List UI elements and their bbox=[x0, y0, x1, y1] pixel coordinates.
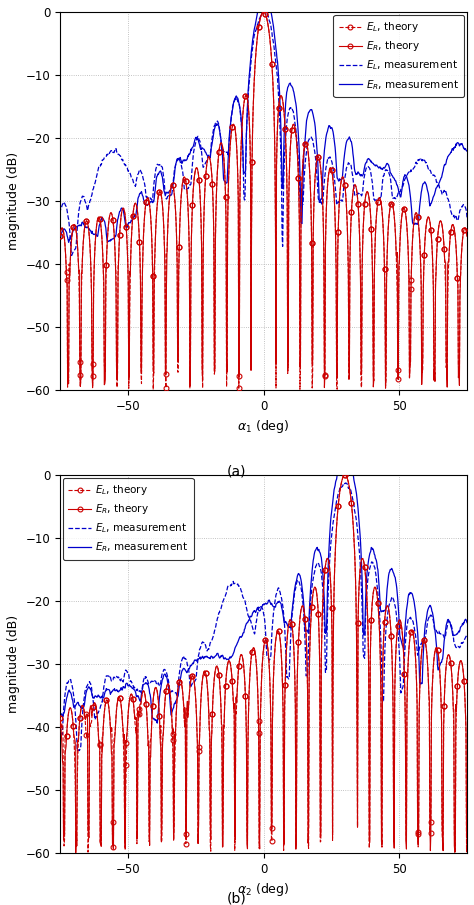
$E_R$, measurement bbox=[409, 204, 414, 214]
$E_R$, theory bbox=[367, 837, 373, 848]
$E_R$, measurement bbox=[82, 695, 88, 706]
Line: $E_R$, theory: $E_R$, theory bbox=[57, 10, 469, 391]
$E_R$, theory bbox=[57, 712, 63, 723]
$E_R$, measurement bbox=[82, 222, 88, 233]
$E_L$, measurement bbox=[409, 615, 414, 626]
X-axis label: $\alpha_2$ (deg): $\alpha_2$ (deg) bbox=[237, 881, 290, 898]
$E_L$, theory bbox=[57, 231, 63, 242]
$E_L$, theory bbox=[305, 687, 310, 698]
Y-axis label: magnitude (dB): magnitude (dB) bbox=[7, 152, 20, 250]
$E_L$, measurement bbox=[294, 576, 300, 587]
$E_L$, theory bbox=[57, 712, 63, 723]
Text: (b): (b) bbox=[227, 891, 247, 905]
$E_L$, measurement bbox=[69, 250, 74, 261]
Line: $E_L$, measurement: $E_L$, measurement bbox=[60, 483, 467, 751]
$E_L$, measurement bbox=[57, 208, 63, 219]
$E_L$, measurement bbox=[367, 563, 373, 574]
$E_R$, theory bbox=[305, 687, 310, 698]
$E_R$, theory bbox=[57, 231, 63, 242]
$E_L$, measurement bbox=[367, 163, 373, 174]
$E_L$, theory bbox=[409, 625, 414, 636]
Line: $E_R$, measurement: $E_R$, measurement bbox=[60, 12, 467, 243]
$E_R$, measurement bbox=[305, 625, 310, 636]
$E_L$, measurement bbox=[318, 195, 323, 206]
$E_R$, theory bbox=[82, 220, 88, 231]
Line: $E_L$, theory: $E_L$, theory bbox=[57, 472, 469, 854]
$E_L$, measurement bbox=[82, 684, 88, 695]
$E_R$, theory bbox=[342, 470, 347, 481]
Y-axis label: magnitude (dB): magnitude (dB) bbox=[7, 614, 20, 713]
$E_R$, measurement bbox=[409, 587, 414, 598]
$E_R$, measurement bbox=[464, 617, 470, 628]
$E_R$, measurement bbox=[155, 718, 160, 729]
$E_L$, theory bbox=[294, 693, 300, 704]
$E_L$, theory bbox=[367, 832, 373, 843]
$E_L$, theory bbox=[82, 220, 88, 231]
$E_R$, measurement bbox=[57, 711, 63, 722]
$E_R$, measurement bbox=[57, 236, 63, 247]
$E_L$, theory bbox=[85, 847, 91, 858]
$E_R$, measurement bbox=[335, 470, 340, 481]
$E_L$, measurement bbox=[317, 561, 323, 572]
$E_L$, measurement bbox=[260, 6, 266, 17]
$E_R$, measurement bbox=[66, 237, 72, 248]
$E_R$, measurement bbox=[305, 109, 311, 119]
$E_R$, measurement bbox=[294, 573, 300, 584]
$E_L$, measurement bbox=[409, 166, 414, 176]
$E_L$, measurement bbox=[464, 629, 470, 640]
$E_R$, measurement bbox=[255, 6, 261, 17]
$E_L$, theory bbox=[342, 470, 347, 481]
$E_R$, measurement bbox=[367, 548, 373, 559]
$E_L$, theory bbox=[294, 148, 300, 159]
$E_R$, theory bbox=[409, 625, 414, 636]
Line: $E_L$, measurement: $E_L$, measurement bbox=[60, 12, 467, 255]
$E_R$, theory bbox=[305, 143, 310, 154]
$E_R$, theory bbox=[317, 156, 323, 167]
$E_L$, theory bbox=[260, 6, 266, 17]
$E_L$, measurement bbox=[305, 136, 311, 147]
$E_L$, theory bbox=[318, 159, 323, 170]
$E_R$, measurement bbox=[294, 115, 300, 126]
$E_L$, theory bbox=[150, 384, 156, 395]
$E_R$, theory bbox=[366, 195, 372, 205]
$E_R$, measurement bbox=[318, 195, 323, 206]
$E_L$, theory bbox=[317, 666, 323, 677]
$E_R$, theory bbox=[294, 140, 300, 151]
$E_R$, theory bbox=[317, 666, 323, 677]
$E_R$, theory bbox=[464, 231, 470, 242]
$E_L$, theory bbox=[305, 147, 311, 157]
Line: $E_R$, measurement: $E_R$, measurement bbox=[60, 475, 467, 723]
$E_R$, measurement bbox=[317, 547, 323, 557]
Line: $E_R$, theory: $E_R$, theory bbox=[57, 472, 469, 855]
Legend: $E_L$, theory, $E_R$, theory, $E_L$, measurement, $E_R$, measurement: $E_L$, theory, $E_R$, theory, $E_L$, mea… bbox=[63, 478, 193, 559]
$E_L$, measurement bbox=[305, 671, 310, 681]
$E_R$, theory bbox=[73, 847, 79, 858]
$E_L$, measurement bbox=[343, 478, 349, 489]
$E_L$, theory bbox=[464, 825, 470, 836]
$E_R$, theory bbox=[464, 824, 470, 834]
$E_L$, theory bbox=[464, 231, 470, 242]
$E_L$, theory bbox=[82, 712, 88, 723]
$E_L$, theory bbox=[367, 199, 373, 210]
$E_R$, theory bbox=[383, 383, 388, 394]
$E_R$, measurement bbox=[367, 154, 373, 165]
$E_L$, theory bbox=[409, 261, 414, 272]
$E_R$, theory bbox=[82, 714, 88, 725]
$E_L$, measurement bbox=[82, 196, 88, 207]
Legend: $E_L$, theory, $E_R$, theory, $E_L$, measurement, $E_R$, measurement: $E_L$, theory, $E_R$, theory, $E_L$, mea… bbox=[334, 15, 464, 97]
$E_L$, measurement bbox=[74, 746, 80, 757]
X-axis label: $\alpha_1$ (deg): $\alpha_1$ (deg) bbox=[237, 418, 290, 435]
$E_R$, measurement bbox=[464, 146, 470, 157]
$E_R$, theory bbox=[409, 261, 414, 272]
$E_R$, theory bbox=[294, 693, 300, 704]
$E_L$, measurement bbox=[464, 213, 470, 224]
$E_L$, measurement bbox=[57, 721, 63, 732]
$E_R$, theory bbox=[260, 6, 266, 17]
Text: (a): (a) bbox=[227, 464, 247, 478]
$E_L$, measurement bbox=[294, 142, 300, 153]
Line: $E_L$, theory: $E_L$, theory bbox=[57, 10, 469, 392]
